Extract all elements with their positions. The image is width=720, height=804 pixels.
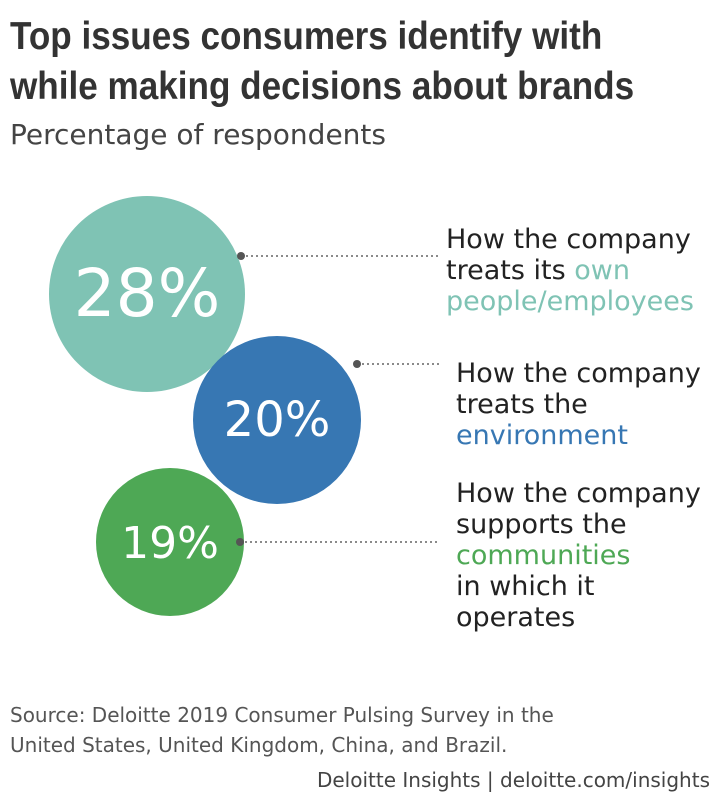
issue-text: How the company [456,478,701,509]
issue-line: How the company [446,224,694,255]
connector-dot-environment [353,360,361,368]
issue-highlight: environment [456,420,628,451]
issue-highlight: own [574,255,630,286]
credit-line: Deloitte Insights | deloitte.com/insight… [316,768,710,792]
issue-line: How the company [456,358,701,389]
issue-line: treats the [456,389,701,420]
bubble-value-environment: 20% [224,392,331,448]
source-line-2: United States, United Kingdom, China, an… [10,733,508,757]
chart-subtitle: Percentage of respondents [10,118,386,151]
issue-line: communities [456,540,701,571]
issue-label-employees: How the company treats its own people/empl… [446,224,694,317]
chart-title: Top issues consumers identify with while… [10,12,640,112]
chart-title-line-2: while making decisions about brands [10,65,635,108]
issue-line: operates [456,602,701,633]
issue-text: supports the [456,509,627,540]
issue-highlight: communities [456,540,631,571]
issue-text: in which it [456,571,595,602]
issue-text: treats the [456,389,588,420]
bubble-employees [49,196,245,392]
connector-dot-communities [236,538,244,546]
source-line-1: Source: Deloitte 2019 Consumer Pulsing S… [10,703,554,727]
issue-label-communities: How the company supports the communities in… [456,478,701,633]
issue-line: supports the [456,509,701,540]
issue-text: How the company [446,224,691,255]
issue-line: environment [456,420,701,451]
bubble-value-communities: 19% [121,518,219,569]
bubble-value-employees: 28% [74,255,221,332]
bubble-environment [193,336,361,504]
issue-highlight: people/employees [446,286,694,317]
source-note: Source: Deloitte 2019 Consumer Pulsing S… [10,700,710,760]
issue-text: treats its [446,255,575,286]
issue-line: in which it [456,571,701,602]
chart-title-line-1: Top issues consumers identify with [10,15,603,58]
issue-line: How the company [456,478,701,509]
issue-text: operates [456,602,576,633]
issue-label-environment: How the company treats the environment [456,358,701,451]
issue-text: How the company [456,358,701,389]
bubble-communities [96,468,244,616]
issue-line: people/employees [446,286,694,317]
issue-line: treats its own [446,255,694,286]
connector-dot-employees [237,252,245,260]
